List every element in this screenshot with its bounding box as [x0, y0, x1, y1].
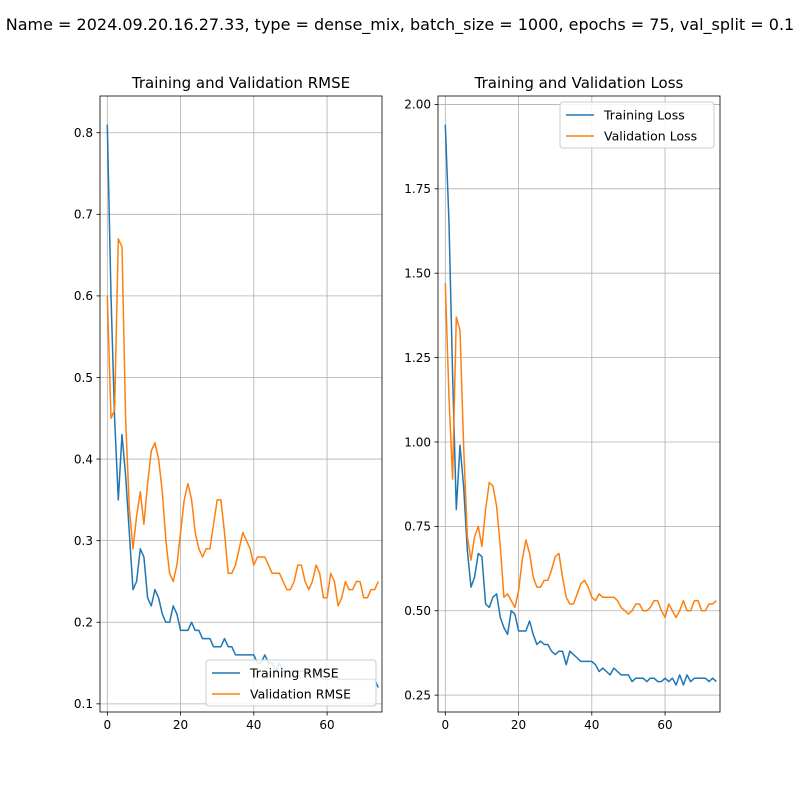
- chart-1-xtick-label-0: 0: [442, 718, 450, 732]
- chart-0-ytick-label-5: 0.6: [74, 289, 93, 303]
- chart-0-ytick-label-1: 0.2: [74, 616, 93, 630]
- chart-0-xtick-label-0: 0: [104, 718, 112, 732]
- chart-0-legend-label-training-rmse: Training RMSE: [249, 666, 339, 681]
- chart-0-ytick-label-0: 0.1: [74, 697, 93, 711]
- chart-1-title: Training and Validation Loss: [474, 74, 684, 92]
- chart-0-title: Training and Validation RMSE: [131, 74, 350, 92]
- chart-0-legend-box: [205, 659, 377, 707]
- chart-loss: 0 20 40 60 0.25 0.50 0.75 1.00 1.25 1.50 1.75 2.00 T…: [404, 74, 721, 732]
- chart-1-legend-label-validation-loss: Validation Loss: [604, 129, 697, 144]
- chart-0-ytick-label-3: 0.4: [74, 452, 93, 466]
- chart-0-xtick-label-60: 60: [319, 718, 334, 732]
- chart-1-xtick-label-40: 40: [584, 718, 599, 732]
- chart-1-xtick-label-20: 20: [511, 718, 526, 732]
- chart-0-legend-label-validation-rmse: Validation RMSE: [250, 687, 351, 702]
- chart-1-xtick-label-60: 60: [657, 718, 672, 732]
- chart-1-ytick-label-0: 0.25: [404, 688, 431, 702]
- chart-rmse: 0 20 40 60 0.1 0.2 0.3 0.4 0.5 0.6 0.7 0.8 Training …: [74, 74, 383, 732]
- chart-1-legend-label-training-loss: Training Loss: [603, 108, 685, 123]
- chart-0-ytick-label-2: 0.3: [74, 534, 93, 548]
- chart-1-ytick-label-2: 0.75: [404, 520, 431, 534]
- chart-0-xtick-label-40: 40: [246, 718, 261, 732]
- chart-0-axes-frame: [99, 95, 383, 713]
- chart-1-ytick-label-5: 1.50: [404, 267, 431, 281]
- chart-0-legend: Training RMSE Validation RMSE: [205, 659, 377, 707]
- chart-1-series-validation-loss: [444, 283, 717, 619]
- chart-1-axes-frame: [437, 95, 721, 713]
- chart-1-series-training-loss: [444, 124, 717, 686]
- chart-0-ytick-label-7: 0.8: [74, 126, 93, 140]
- chart-1-ytick-label-6: 1.75: [404, 182, 431, 196]
- chart-1-ytick-label-7: 2.00: [404, 98, 431, 112]
- chart-1-legend: Training Loss Validation Loss: [559, 101, 715, 149]
- chart-1-ytick-label-4: 1.25: [404, 351, 431, 365]
- chart-1-legend-box: [559, 101, 715, 149]
- chart-1-ytick-label-1: 0.50: [404, 604, 431, 618]
- chart-0-series-validation-rmse: [106, 238, 379, 607]
- chart-0-ytick-label-6: 0.7: [74, 208, 93, 222]
- chart-1-ytick-label-3: 1.00: [404, 435, 431, 449]
- figure-suptitle: Name = 2024.09.20.16.27.33, type = dense…: [6, 15, 794, 35]
- chart-0-xtick-label-20: 20: [173, 718, 188, 732]
- chart-0-ytick-label-4: 0.5: [74, 371, 93, 385]
